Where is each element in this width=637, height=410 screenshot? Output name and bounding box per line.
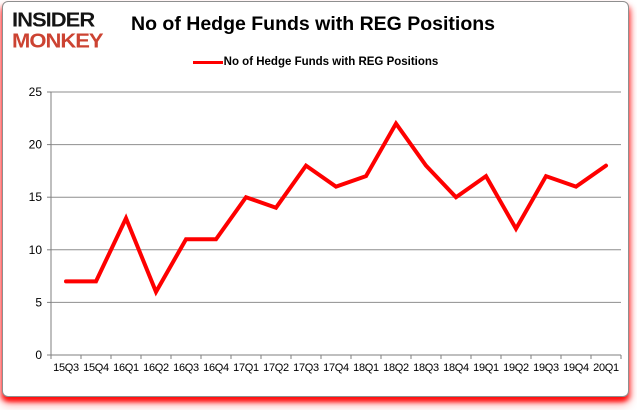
chart-card: INSIDER MONKEY No of Hedge Funds with RE… [2, 1, 629, 397]
x-axis-label: 16Q1 [113, 362, 139, 374]
x-axis-label: 20Q1 [593, 362, 619, 374]
x-axis-label: 17Q2 [263, 362, 289, 374]
x-axis-label: 19Q1 [473, 362, 499, 374]
x-axis-label: 19Q2 [503, 362, 529, 374]
x-axis-label: 18Q2 [383, 362, 409, 374]
x-axis-label: 19Q4 [563, 362, 589, 374]
x-axis-label: 15Q4 [83, 362, 109, 374]
x-axis-label: 17Q4 [323, 362, 349, 374]
chart-title: No of Hedge Funds with REG Positions [131, 13, 495, 35]
x-axis-label: 16Q3 [173, 362, 199, 374]
legend: No of Hedge Funds with REG Positions [3, 56, 628, 68]
y-axis-label: 10 [29, 243, 43, 257]
y-axis-label: 5 [35, 295, 42, 309]
x-axis-label: 15Q3 [53, 362, 79, 374]
y-axis-label: 25 [29, 85, 43, 99]
legend-line-swatch [192, 60, 223, 64]
logo-text-monkey: MONKEY [12, 29, 104, 53]
x-axis-label: 18Q3 [413, 362, 439, 374]
x-axis-label: 17Q1 [233, 362, 259, 374]
logo-text-insider: INSIDER [12, 8, 95, 32]
y-axis-label: 0 [35, 348, 42, 362]
x-axis-label: 16Q4 [203, 362, 229, 374]
insider-monkey-logo: INSIDER MONKEY [12, 8, 104, 53]
x-axis-label: 16Q2 [143, 362, 169, 374]
y-axis-label: 15 [29, 190, 43, 204]
x-axis-label: 17Q3 [293, 362, 319, 374]
line-chart: 0 5 10 15 20 25 15Q3 15Q4 16Q1 16Q2 16Q3 16Q4 17Q1 17… [29, 85, 622, 374]
x-axis-label: 18Q4 [443, 362, 469, 374]
y-axis-label: 20 [29, 138, 43, 152]
legend-label: No of Hedge Funds with REG Positions [223, 56, 439, 68]
data-series-line [64, 119, 608, 297]
x-axis-label: 19Q3 [533, 362, 559, 374]
x-axis-label: 18Q1 [353, 362, 379, 374]
